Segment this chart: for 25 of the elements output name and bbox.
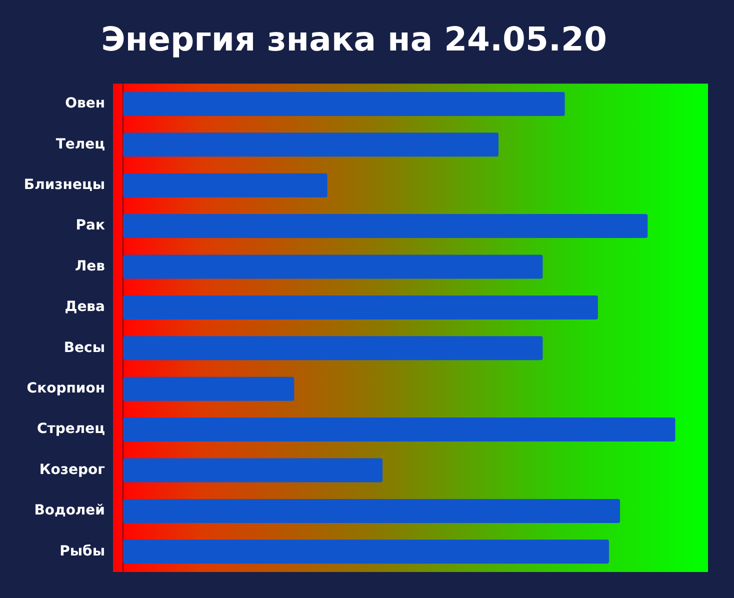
bar: [123, 498, 620, 523]
bar: [123, 376, 294, 401]
y-tick-label: Скорпион: [26, 380, 105, 396]
y-tick-label: Телец: [56, 136, 105, 152]
y-tick-label: Близнецы: [24, 176, 105, 193]
bar: [123, 418, 676, 442]
y-tick-label: Овен: [65, 96, 105, 112]
bar: [123, 132, 499, 157]
y-tick-label: Лев: [75, 258, 106, 274]
bar: [123, 458, 383, 482]
bar: [123, 295, 598, 320]
y-tick-label: Рыбы: [60, 543, 105, 560]
bar: [123, 336, 543, 360]
y-tick-label: Водолей: [34, 502, 105, 519]
y-tick-label: Дева: [64, 299, 105, 316]
y-tick-label: Рак: [76, 218, 106, 234]
y-tick-label: Козерог: [39, 462, 105, 478]
bar: [123, 173, 328, 198]
bar: [123, 92, 565, 116]
y-tick-label: Стрелец: [36, 421, 105, 438]
y-tick-label: Весы: [64, 340, 105, 356]
chart-title: Энергия знака на 24.05.20: [101, 19, 607, 58]
bar: [123, 254, 543, 279]
bar: [123, 540, 609, 564]
bar: [123, 214, 648, 238]
